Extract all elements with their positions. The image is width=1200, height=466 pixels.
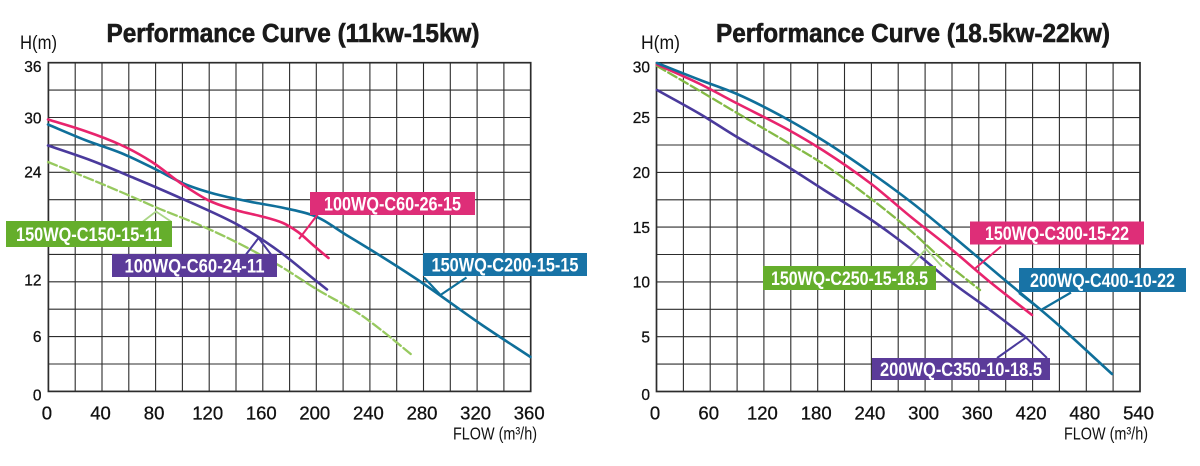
svg-text:6: 6: [33, 329, 42, 346]
svg-text:0: 0: [33, 387, 42, 404]
svg-text:240: 240: [854, 402, 885, 423]
svg-text:200WQ-C350-10-18.5: 200WQ-C350-10-18.5: [880, 360, 1042, 381]
svg-text:30: 30: [24, 110, 42, 127]
svg-text:12: 12: [24, 273, 41, 290]
svg-text:540: 540: [1123, 402, 1154, 423]
svg-text:20: 20: [633, 165, 651, 182]
svg-text:0: 0: [641, 387, 650, 404]
svg-text:360: 360: [962, 402, 993, 423]
svg-text:36: 36: [24, 59, 41, 76]
svg-text:H(m): H(m): [20, 33, 57, 54]
svg-text:100WQ-C60-26-15: 100WQ-C60-26-15: [324, 194, 461, 215]
svg-text:Performance Curve (11kw-15kw): Performance Curve (11kw-15kw): [107, 20, 480, 48]
svg-text:60: 60: [698, 402, 719, 423]
svg-text:40: 40: [90, 402, 111, 423]
svg-text:320: 320: [460, 402, 491, 423]
svg-text:120: 120: [192, 402, 223, 423]
svg-text:480: 480: [1069, 402, 1100, 423]
svg-text:0: 0: [42, 402, 52, 423]
svg-text:Performance Curve (18.5kw-22kw: Performance Curve (18.5kw-22kw): [716, 20, 1110, 48]
svg-text:10: 10: [633, 275, 651, 292]
svg-text:280: 280: [407, 402, 438, 423]
svg-text:150WQ-C250-15-18.5: 150WQ-C250-15-18.5: [771, 269, 928, 290]
svg-text:180: 180: [801, 402, 832, 423]
svg-text:150WQ-C300-15-22: 150WQ-C300-15-22: [985, 224, 1129, 245]
svg-text:24: 24: [24, 165, 42, 182]
svg-text:160: 160: [246, 402, 277, 423]
svg-text:120: 120: [747, 402, 778, 423]
svg-text:30: 30: [633, 59, 651, 76]
svg-text:240: 240: [353, 402, 384, 423]
svg-text:150WQ-C150-15-11: 150WQ-C150-15-11: [16, 225, 162, 246]
svg-text:420: 420: [1016, 402, 1047, 423]
svg-text:H(m): H(m): [641, 33, 680, 54]
svg-text:FLOW (m³/h): FLOW (m³/h): [453, 424, 537, 444]
svg-text:80: 80: [144, 402, 165, 423]
svg-text:200WQ-C400-10-22: 200WQ-C400-10-22: [1030, 271, 1175, 292]
svg-text:FLOW (m³/h): FLOW (m³/h): [1064, 424, 1148, 444]
svg-text:25: 25: [633, 110, 650, 127]
svg-text:360: 360: [514, 402, 545, 423]
svg-text:300: 300: [908, 402, 939, 423]
svg-text:150WQ-C200-15-15: 150WQ-C200-15-15: [432, 255, 579, 276]
svg-text:5: 5: [641, 329, 650, 346]
svg-text:200: 200: [299, 402, 330, 423]
svg-text:100WQ-C60-24-11: 100WQ-C60-24-11: [125, 256, 265, 277]
svg-text:0: 0: [650, 402, 660, 423]
svg-text:15: 15: [633, 220, 650, 237]
